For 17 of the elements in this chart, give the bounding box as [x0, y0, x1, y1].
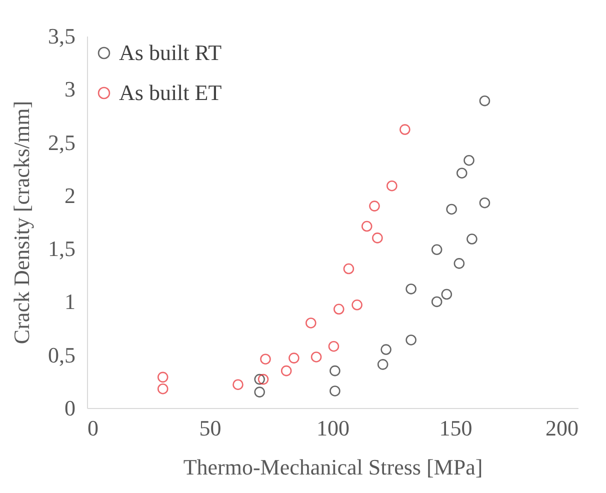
- x-tick-label: 0: [88, 416, 98, 440]
- x-axis-title: Thermo-Mechanical Stress [MPa]: [183, 454, 483, 480]
- y-tick-label: 0: [64, 396, 76, 420]
- x-tick-label: 50: [199, 416, 222, 440]
- legend-label: As built RT: [119, 40, 222, 65]
- legend-label: As built ET: [119, 80, 222, 105]
- y-tick-label: 2,5: [48, 130, 76, 155]
- y-axis-title: Crack Density [cracks/mm]: [9, 100, 34, 344]
- y-tick-label: 3: [64, 76, 76, 102]
- y-tick-label: 3,5: [48, 24, 76, 48]
- y-tick-label: 1,5: [48, 236, 76, 262]
- y-tick-label: 1: [64, 289, 76, 314]
- x-tick-label: 200: [546, 416, 578, 440]
- x-tick-label: 150: [439, 416, 472, 440]
- y-tick-label: 0,5: [48, 342, 76, 368]
- x-tick-label: 100: [316, 416, 350, 440]
- y-tick-label: 2: [64, 182, 76, 208]
